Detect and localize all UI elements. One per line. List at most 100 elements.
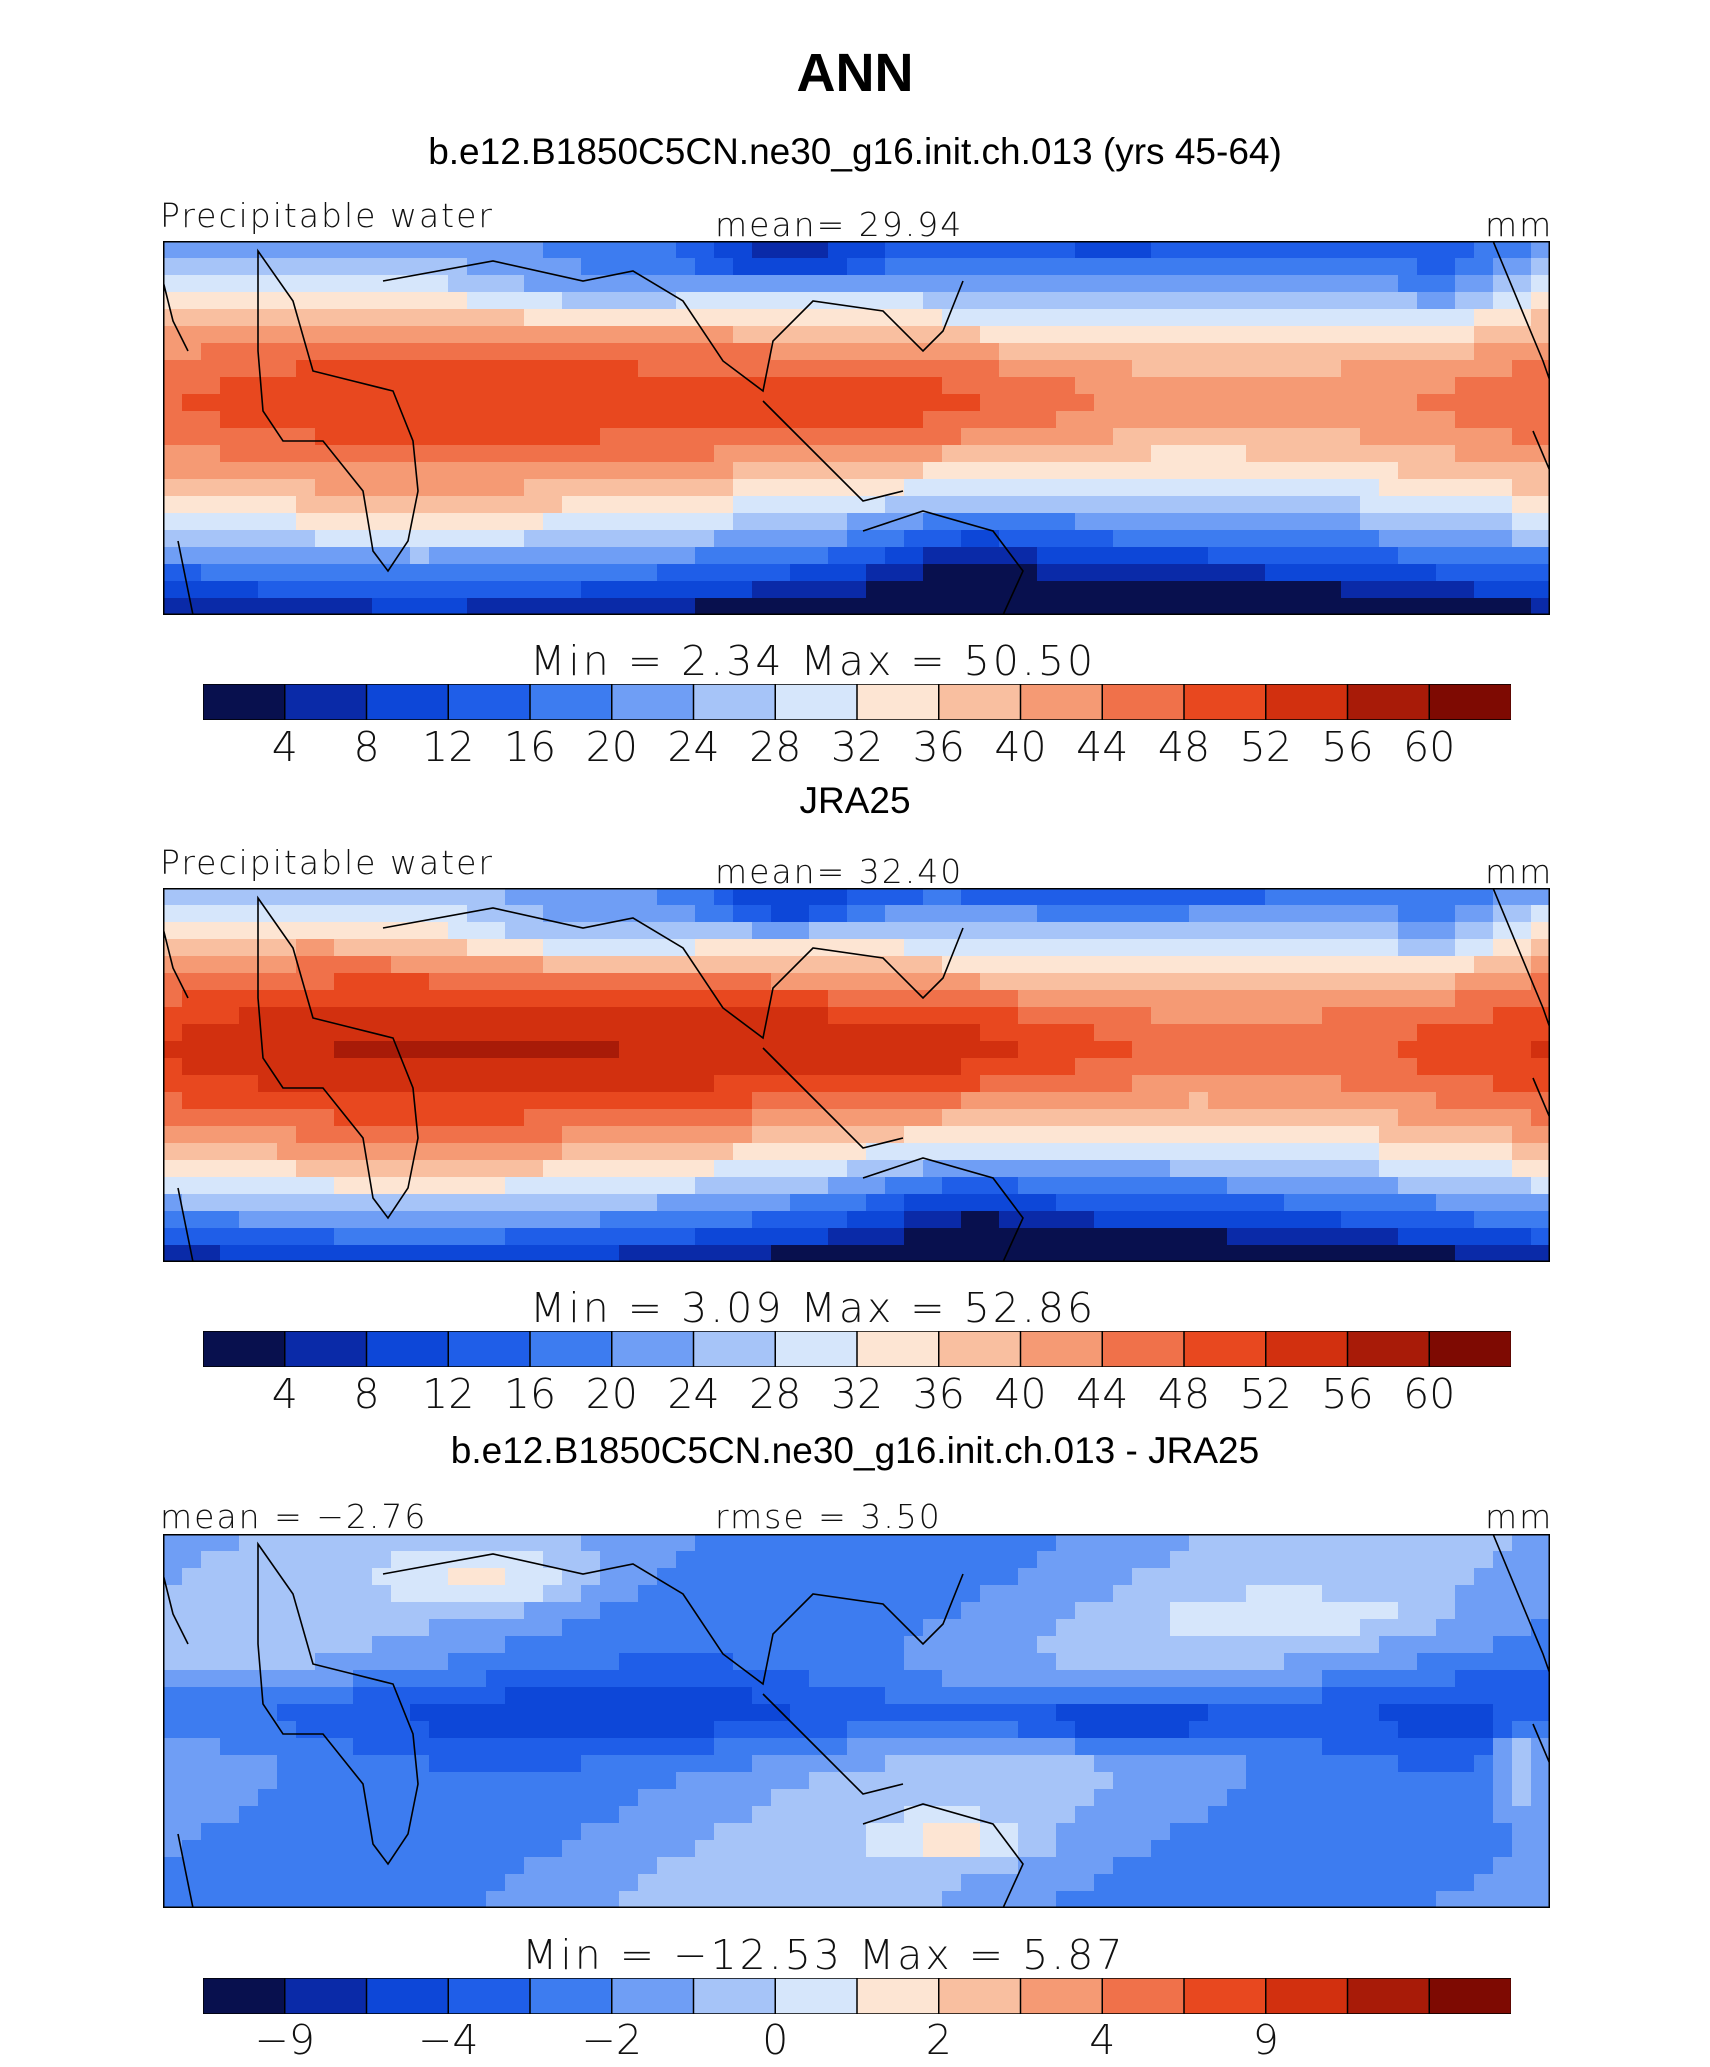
panel-1-minmax-label: Min = 2.34 Max = 50.50 <box>530 637 1097 685</box>
colorbar-tick-label: 24 <box>667 723 720 771</box>
colorbar-tick-label: 20 <box>585 723 638 771</box>
panel-3-minmax-label: Min = −12.53 Max = 5.87 <box>522 1931 1126 1979</box>
panel-3-colorbar-ticks: −9 −4 −2 0 2 4 9 <box>203 2016 1511 2066</box>
panel-1-colorbar-ticks: 4 8 12 16 20 24 28 32 36 40 44 48 52 56 60 <box>203 723 1511 773</box>
coastline <box>177 540 194 615</box>
colorbar-swatch <box>856 1978 940 2014</box>
colorbar-tick-label: 52 <box>1239 723 1292 771</box>
colorbar-tick-label: 4 <box>271 1370 298 1418</box>
coastline <box>177 1187 194 1262</box>
panel-3-map <box>163 1534 1550 1908</box>
colorbar-swatch <box>1019 684 1104 720</box>
panel-2-colorbar-ticks: 4 8 12 16 20 24 28 32 36 40 44 48 52 56 60 <box>203 1370 1511 1420</box>
colorbar-tick-label: 0 <box>762 2016 789 2064</box>
coastline <box>177 1833 194 1908</box>
colorbar-tick-label: 20 <box>585 1370 638 1418</box>
colorbar-swatch <box>1019 1978 1104 2014</box>
colorbar-swatch <box>1019 1331 1104 1367</box>
colorbar-tick-label: 12 <box>422 723 475 771</box>
colorbar-swatch <box>1183 1978 1267 2014</box>
coastline <box>862 1803 1024 1908</box>
panel-3-mean-label: mean = −2.76 <box>160 1497 428 1536</box>
colorbar-swatch <box>856 1331 940 1367</box>
coastline <box>862 510 1024 615</box>
coastline <box>1532 1077 1550 1119</box>
colorbar-swatch <box>529 1978 613 2014</box>
colorbar-swatch <box>1346 1331 1431 1367</box>
colorbar-tick-label: 60 <box>1403 723 1456 771</box>
colorbar-swatch <box>284 684 368 720</box>
colorbar-swatch <box>611 684 695 720</box>
map-frame <box>163 1534 1550 1908</box>
coastline <box>163 280 189 352</box>
panel-2-colorbar <box>203 1331 1511 1367</box>
coastline <box>1532 1723 1550 1765</box>
colorbar-swatch <box>1265 1978 1349 2014</box>
coastline <box>1492 888 1550 1029</box>
colorbar-swatch <box>203 684 286 720</box>
colorbar-tick-label: 40 <box>994 1370 1047 1418</box>
panel-3-title: b.e12.B1850C5CN.ne30_g16.init.ch.013 - J… <box>450 1430 1260 1471</box>
colorbar-swatch <box>365 684 450 720</box>
colorbar-swatch <box>365 1978 450 2014</box>
panel-2-variable-label: Precipitable water <box>160 843 494 882</box>
colorbar-swatch <box>938 1331 1022 1367</box>
colorbar-tick-label: 4 <box>271 723 298 771</box>
colorbar-swatch <box>611 1978 695 2014</box>
colorbar-swatch <box>365 1331 450 1367</box>
colorbar-swatch <box>284 1978 368 2014</box>
colorbar-tick-label: 44 <box>1076 1370 1129 1418</box>
colorbar-tick-label: 28 <box>749 1370 802 1418</box>
colorbar-tick-label: 60 <box>1403 1370 1456 1418</box>
panel-3-colorbar <box>203 1978 1511 2014</box>
colorbar-swatch <box>1183 1331 1267 1367</box>
colorbar-swatch <box>1346 684 1431 720</box>
map-frame <box>163 888 1550 1262</box>
colorbar-swatch <box>1101 1331 1186 1367</box>
coastline <box>762 400 904 502</box>
coastline <box>257 248 419 573</box>
coastline <box>382 260 964 393</box>
colorbar-tick-label: 56 <box>1321 723 1374 771</box>
colorbar-swatch <box>774 684 859 720</box>
colorbar-tick-label: 2 <box>925 2016 952 2064</box>
colorbar-tick-label: 40 <box>994 723 1047 771</box>
coastline <box>163 1573 189 1645</box>
colorbar-swatch <box>1101 684 1186 720</box>
colorbar-swatch <box>774 1331 859 1367</box>
colorbar-tick-label: 24 <box>667 1370 720 1418</box>
colorbar-tick-label: 36 <box>912 723 965 771</box>
map-frame <box>163 241 1550 615</box>
colorbar-tick-label: 32 <box>830 723 884 771</box>
colorbar-tick-label: 28 <box>749 723 802 771</box>
colorbar-swatch <box>774 1978 859 2014</box>
coastline <box>1532 430 1550 472</box>
coastline <box>257 895 419 1220</box>
panel-1-mean-label: mean= 29.94 <box>715 205 964 244</box>
panel-2-title: JRA25 <box>799 780 911 821</box>
colorbar-swatch <box>1183 684 1267 720</box>
colorbar-tick-label: 8 <box>353 723 380 771</box>
colorbar-swatch <box>447 684 532 720</box>
colorbar-swatch <box>611 1331 695 1367</box>
colorbar-swatch <box>447 1331 532 1367</box>
panel-1-map <box>163 241 1550 615</box>
colorbar-tick-label: −4 <box>418 2016 479 2064</box>
colorbar-swatch <box>1265 684 1349 720</box>
colorbar-swatch <box>1428 1331 1511 1367</box>
colorbar-swatch <box>529 1331 613 1367</box>
colorbar-tick-label: 52 <box>1239 1370 1292 1418</box>
colorbar-tick-label: 36 <box>912 1370 965 1418</box>
coastline <box>163 927 189 999</box>
panel-1-variable-label: Precipitable water <box>160 196 494 235</box>
coastline <box>1492 241 1550 382</box>
panel-1-units-label: mm <box>1485 205 1554 244</box>
colorbar-tick-label: 48 <box>1157 1370 1211 1418</box>
colorbar-swatch <box>1428 684 1511 720</box>
colorbar-swatch <box>692 1331 777 1367</box>
coastline <box>257 1541 419 1866</box>
colorbar-tick-label: 56 <box>1321 1370 1374 1418</box>
panel-2-mean-label: mean= 32.40 <box>715 852 964 891</box>
colorbar-tick-label: 4 <box>1089 2016 1116 2064</box>
colorbar-tick-label: 44 <box>1076 723 1129 771</box>
